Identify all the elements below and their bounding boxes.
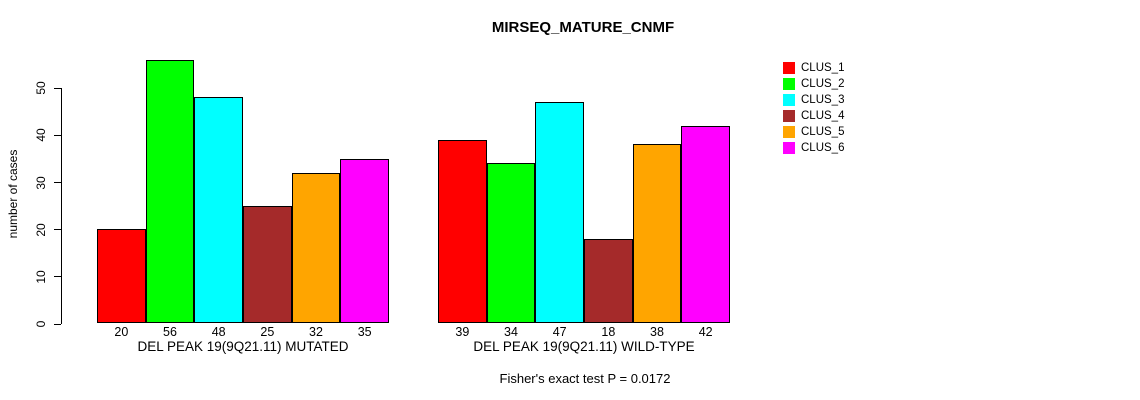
x-group-label-1: DEL PEAK 19(9Q21.11) MUTATED xyxy=(137,338,349,354)
y-tick-label: 40 xyxy=(34,128,48,143)
bar-value-label: 20 xyxy=(114,324,129,339)
legend-label: CLUS_4 xyxy=(801,110,845,122)
y-tick xyxy=(54,276,61,278)
legend-label: CLUS_6 xyxy=(801,142,845,154)
bar-clus_3-group1 xyxy=(194,97,243,324)
y-tick xyxy=(54,323,61,325)
y-tick-label: 10 xyxy=(34,270,48,284)
bar-value-label: 32 xyxy=(309,324,323,339)
y-tick xyxy=(54,229,61,231)
bar-clus_1-group1 xyxy=(97,229,146,324)
bar-clus_5-group2 xyxy=(632,144,682,324)
bar-clus_2-group2 xyxy=(486,163,536,324)
y-axis-line xyxy=(61,87,62,325)
bar-value-label: 18 xyxy=(601,324,616,339)
legend-swatch-icon xyxy=(783,62,795,74)
y-tick xyxy=(54,87,61,89)
legend-item-clus_1: CLUS_1 xyxy=(783,60,844,76)
annotation-fisher-test: Fisher's exact test P = 0.0172 xyxy=(499,371,671,386)
chart-title: MIRSEQ_MATURE_CNMF xyxy=(491,19,675,36)
bar-value-label: 35 xyxy=(357,324,372,339)
legend-label: CLUS_3 xyxy=(801,94,845,106)
legend-label: CLUS_5 xyxy=(801,126,845,138)
y-tick xyxy=(54,134,61,136)
bar-value-label: 48 xyxy=(211,324,226,339)
legend: CLUS_1 CLUS_2 CLUS_3 CLUS_4 CLUS_5 CLUS_6 xyxy=(783,60,844,156)
bar-clus_3-group2 xyxy=(535,101,584,324)
legend-item-clus_5: CLUS_5 xyxy=(783,124,844,140)
legend-swatch-icon xyxy=(783,94,795,106)
legend-swatch-icon xyxy=(783,142,795,154)
legend-swatch-icon xyxy=(783,110,795,122)
x-group-label-2: DEL PEAK 19(9Q21.11) WILD-TYPE xyxy=(473,338,695,354)
legend-swatch-icon xyxy=(783,78,795,90)
y-tick-label: 50 xyxy=(34,81,48,95)
bar-value-label: 34 xyxy=(504,324,518,339)
bar-value-label: 47 xyxy=(552,324,567,339)
bar-value-label: 38 xyxy=(650,324,664,339)
y-tick-label: 30 xyxy=(34,175,48,190)
y-tick-label: 20 xyxy=(34,223,48,237)
y-tick xyxy=(54,182,61,184)
legend-item-clus_4: CLUS_4 xyxy=(783,108,844,124)
bar-value-label: 39 xyxy=(455,324,470,339)
bar-value-label: 42 xyxy=(698,324,713,339)
y-axis-label: number of cases xyxy=(6,149,20,239)
legend-item-clus_2: CLUS_2 xyxy=(783,76,844,92)
y-tick-label: 0 xyxy=(34,320,48,328)
legend-swatch-icon xyxy=(783,126,795,138)
legend-item-clus_3: CLUS_3 xyxy=(783,92,844,108)
legend-label: CLUS_2 xyxy=(801,78,845,90)
bar-clus_4-group2 xyxy=(584,238,633,324)
bar-clus_2-group1 xyxy=(145,59,195,324)
bar-clus_4-group1 xyxy=(243,205,292,324)
bar-clus_1-group2 xyxy=(438,139,487,324)
legend-item-clus_6: CLUS_6 xyxy=(783,140,844,156)
bar-clus_5-group1 xyxy=(291,172,341,324)
legend-label: CLUS_1 xyxy=(801,62,845,74)
bar-clus_6-group1 xyxy=(340,158,389,324)
bar-value-label: 25 xyxy=(260,324,275,339)
bar-value-label: 56 xyxy=(163,324,177,339)
bar-clus_6-group2 xyxy=(681,125,730,324)
